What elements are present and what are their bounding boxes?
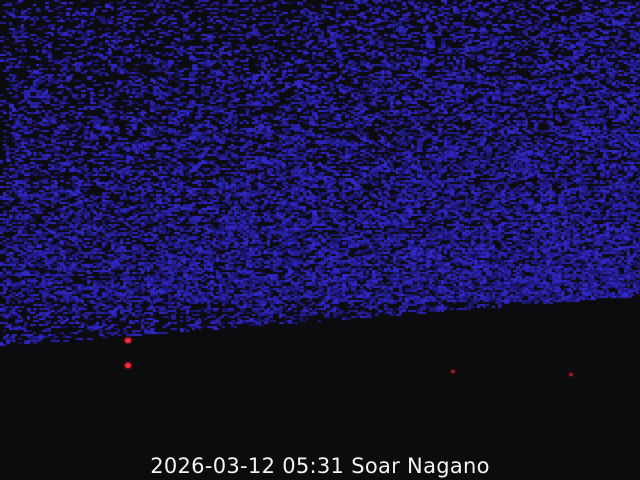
red-light bbox=[125, 363, 131, 368]
red-light bbox=[569, 373, 573, 376]
red-light bbox=[451, 370, 455, 373]
timestamp-caption: 2026-03-12 05:31 Soar Nagano bbox=[150, 454, 490, 478]
red-light bbox=[125, 338, 131, 343]
